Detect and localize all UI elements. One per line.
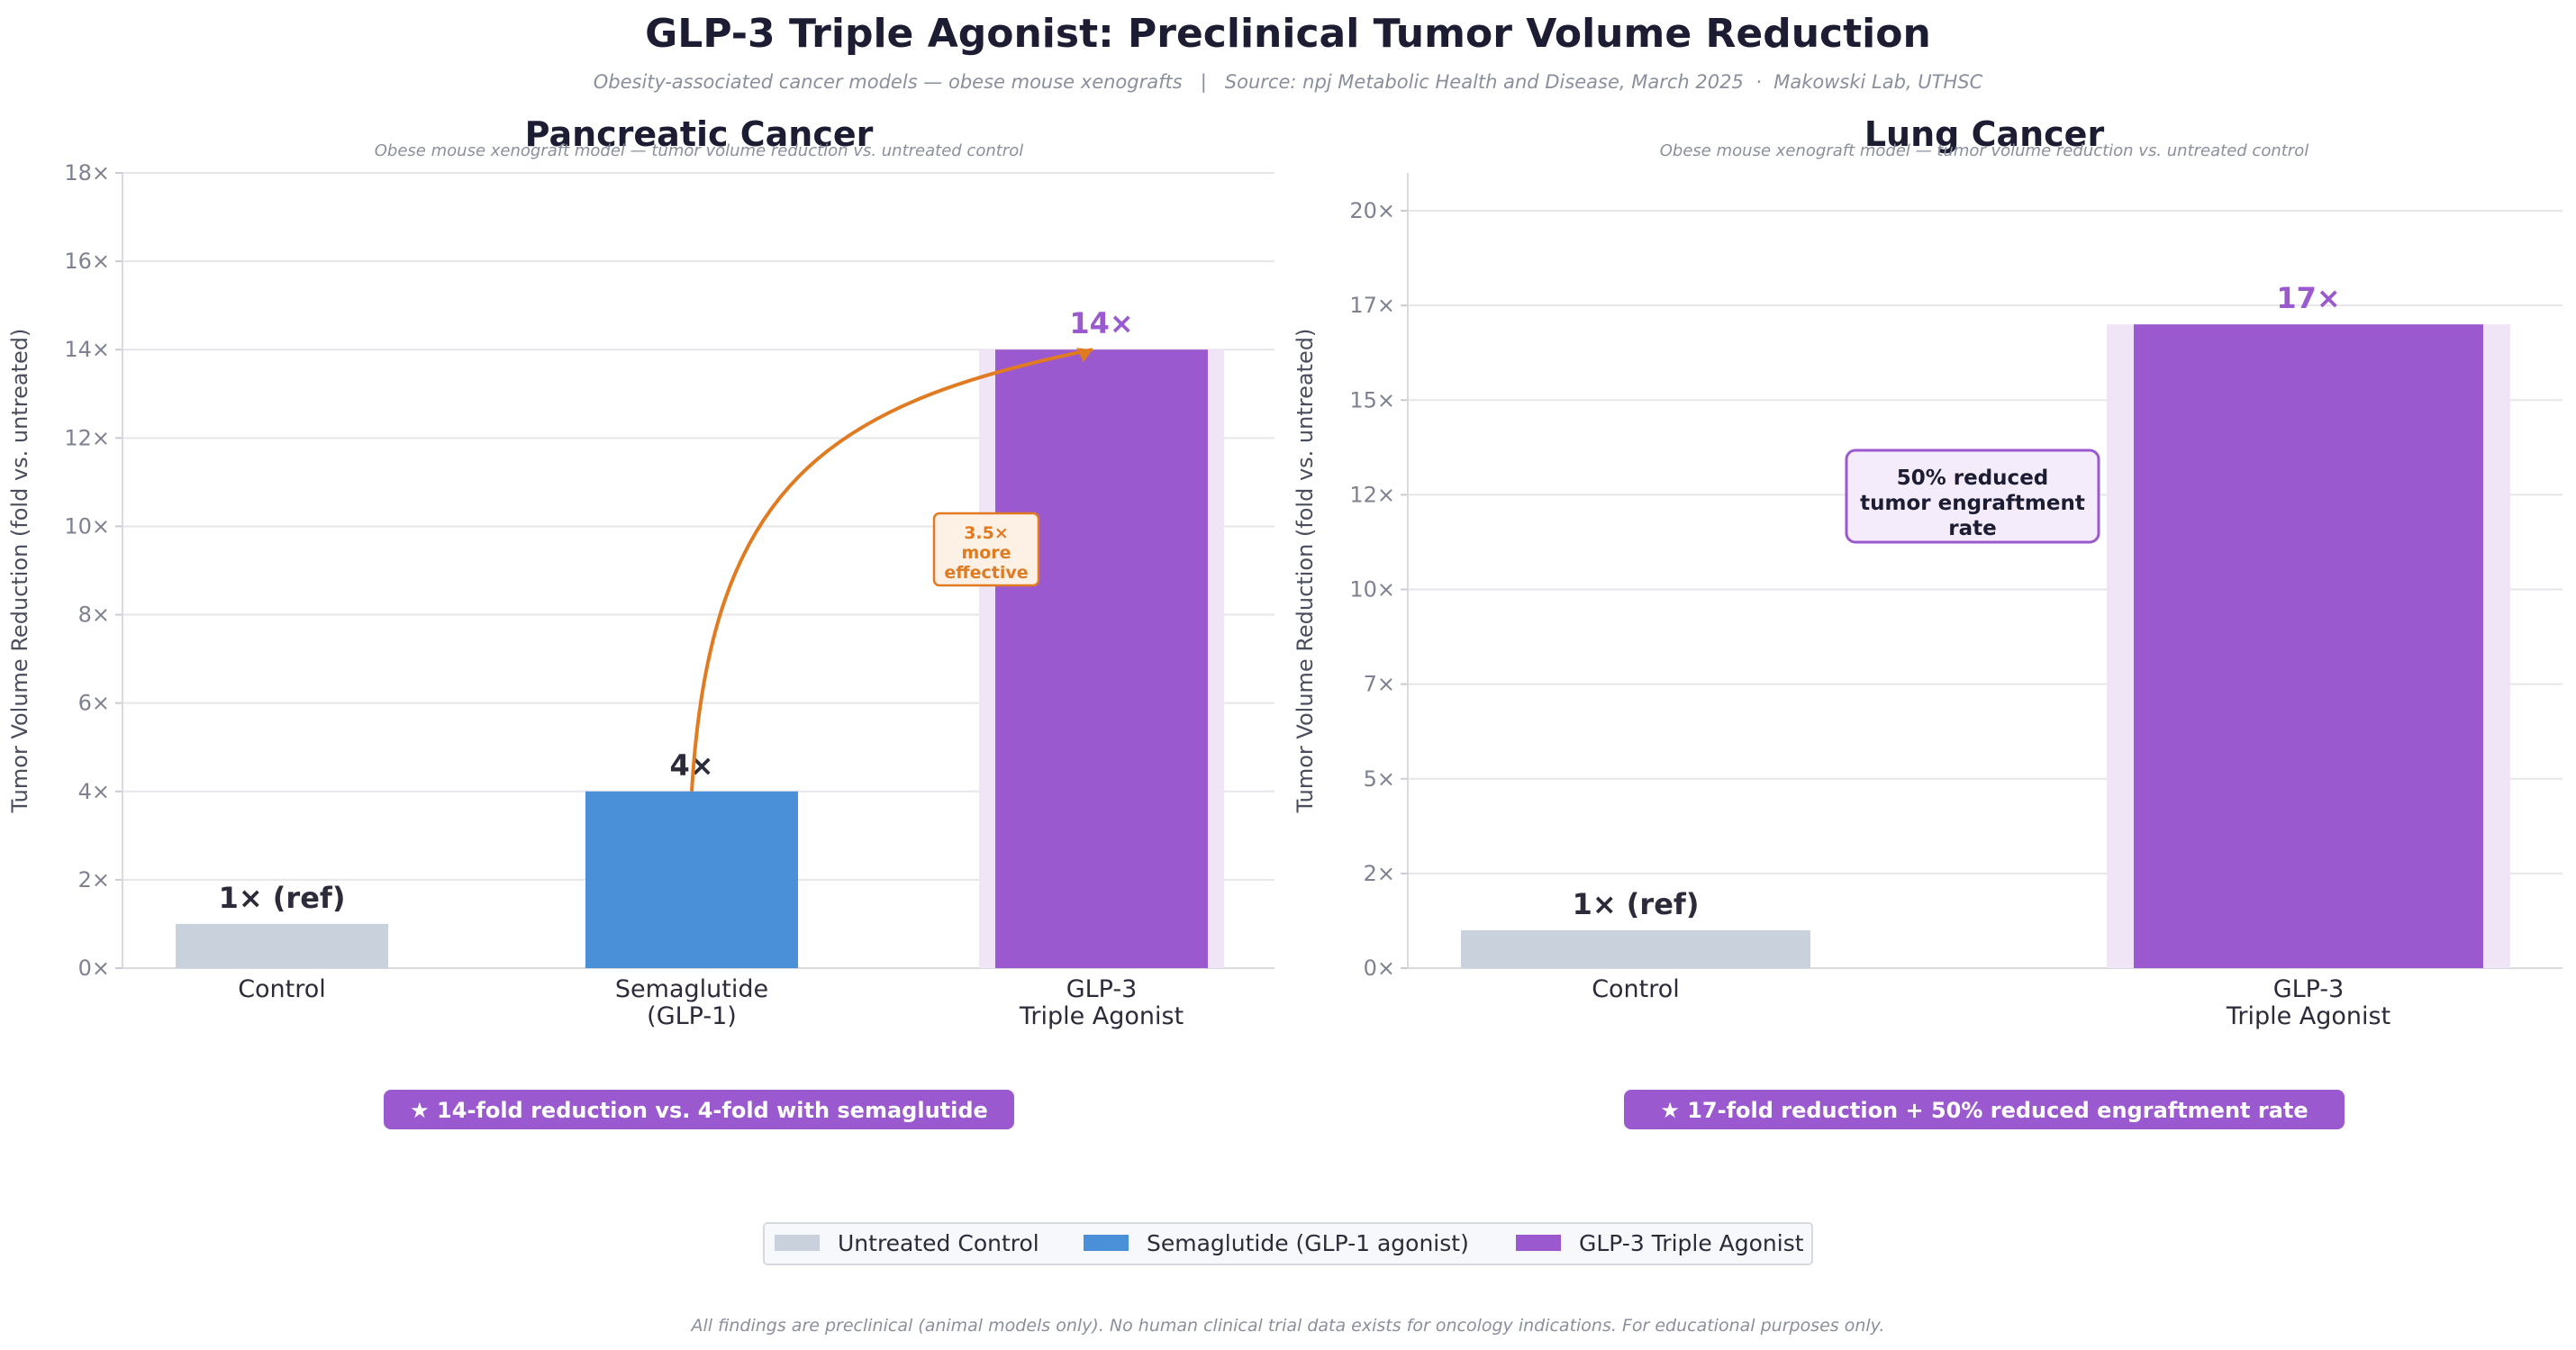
bar [2134, 324, 2483, 968]
y-tick-label: 2× [1364, 861, 1395, 886]
y-tick-label: 16× [64, 249, 110, 274]
y-tick-label: 12× [64, 425, 110, 450]
y-axis-label: Tumor Volume Reduction (fold vs. untreat… [7, 329, 32, 814]
data-label: 14× [1069, 306, 1133, 340]
y-tick-label: 14× [64, 337, 110, 362]
legend: Untreated Control Semaglutide (GLP-1 agon… [763, 1222, 1813, 1265]
panel-title: Lung Cancer [1864, 114, 2105, 154]
category-label: GLP-3 Triple Agonist [1019, 975, 1184, 1030]
y-tick-label: 5× [1364, 766, 1395, 792]
figure-subtitle: Obesity-associated cancer models — obese… [594, 71, 1983, 94]
annotation-text: 50% reduced tumor engraftment rate [1860, 467, 2085, 540]
panel-subtitle: Obese mouse xenograft model — tumor volu… [1660, 141, 2308, 160]
legend-swatch [1084, 1235, 1129, 1251]
bar [1461, 929, 1810, 968]
legend-frame [763, 1222, 1813, 1265]
footnote: All findings are preclinical (animal mod… [690, 1316, 1885, 1336]
summary-badge-text: ★ 14-fold reduction vs. 4-fold with sema… [410, 1098, 988, 1123]
y-axis-label: Tumor Volume Reduction (fold vs. untreat… [1293, 329, 1318, 814]
data-label: 1× (ref) [219, 881, 346, 915]
legend-label: Untreated Control [838, 1230, 1039, 1256]
bar [995, 349, 1208, 968]
y-tick-label: 20× [1349, 198, 1395, 223]
y-tick-label: 15× [1349, 387, 1395, 412]
data-label: 17× [2276, 281, 2340, 315]
y-tick-label: 0× [78, 956, 110, 981]
bar [585, 791, 798, 968]
y-tick-label: 10× [64, 513, 110, 539]
summary-badge-text: ★ 17-fold reduction + 50% reduced engraf… [1660, 1098, 2308, 1123]
comparison-arrow [690, 348, 1093, 792]
legend-swatch [1516, 1235, 1561, 1251]
y-tick-label: 8× [78, 603, 110, 628]
y-tick-label: 10× [1349, 577, 1395, 603]
category-label: Semaglutide (GLP-1) [615, 975, 768, 1030]
annotation-box [1845, 448, 2100, 544]
figure-title: GLP-3 Triple Agonist: Preclinical Tumor … [645, 11, 1931, 57]
y-tick-label: 4× [78, 779, 110, 804]
y-tick-label: 6× [78, 691, 110, 716]
panel-subtitle: Obese mouse xenograft model — tumor volu… [375, 141, 1023, 160]
panel-title: Pancreatic Cancer [525, 114, 874, 154]
arrowhead [1076, 348, 1093, 363]
category-label: Control [1592, 975, 1680, 1003]
annotation-box [932, 512, 1040, 587]
category-label: GLP-3 Triple Agonist [2226, 975, 2390, 1030]
y-tick-label: 17× [1349, 293, 1395, 318]
category-label: Control [238, 975, 326, 1003]
y-tick-label: 0× [1364, 956, 1395, 981]
legend-label: Semaglutide (GLP-1 agonist) [1147, 1230, 1469, 1256]
legend-label: GLP-3 Triple Agonist [1579, 1230, 1804, 1256]
y-tick-label: 7× [1364, 672, 1395, 697]
y-tick-label: 12× [1349, 482, 1395, 507]
y-tick-label: 18× [64, 160, 110, 186]
y-tick-label: 2× [78, 867, 110, 892]
legend-swatch [775, 1235, 820, 1251]
bar [176, 923, 388, 968]
summary-badge [384, 1090, 1014, 1129]
summary-badge [1624, 1090, 2345, 1129]
annotation-text: 3.5× more effective [944, 523, 1028, 583]
data-label: 1× (ref) [1573, 887, 1700, 921]
